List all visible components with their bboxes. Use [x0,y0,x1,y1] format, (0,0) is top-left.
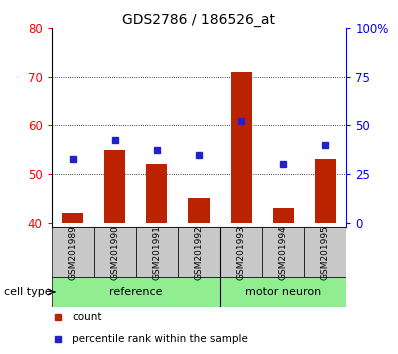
Text: cell type: cell type [4,287,52,297]
Text: count: count [72,312,102,322]
Text: GSM201989: GSM201989 [68,225,77,280]
Text: GSM201994: GSM201994 [279,225,288,280]
Bar [189,198,209,223]
Bar [62,213,83,223]
Bar [273,208,294,223]
Text: GSM201992: GSM201992 [195,225,203,280]
Bar [52,227,94,277]
Text: GSM201993: GSM201993 [236,225,246,280]
Bar [146,164,168,223]
Bar [304,227,346,277]
Bar [52,277,220,307]
Bar [230,72,252,223]
Text: GSM201990: GSM201990 [110,225,119,280]
Text: reference: reference [109,287,163,297]
Text: GSM201995: GSM201995 [321,225,330,280]
Bar [220,227,262,277]
Bar [315,159,336,223]
Bar [136,227,178,277]
Text: motor neuron: motor neuron [245,287,321,297]
Text: GSM201991: GSM201991 [152,225,162,280]
Bar [220,277,346,307]
Text: percentile rank within the sample: percentile rank within the sample [72,334,248,344]
Bar [104,150,125,223]
Title: GDS2786 / 186526_at: GDS2786 / 186526_at [123,13,275,27]
Bar [94,227,136,277]
Bar [178,227,220,277]
Bar [262,227,304,277]
